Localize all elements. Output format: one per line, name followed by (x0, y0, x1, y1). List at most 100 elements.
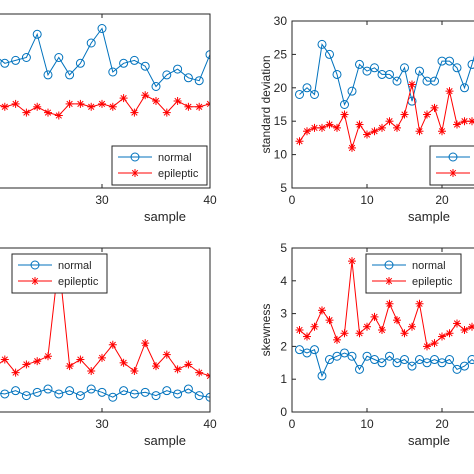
star-stroke-d2 (206, 375, 210, 380)
star-stroke-d2 (55, 112, 62, 119)
star-stroke-d2 (461, 118, 468, 125)
data-point-epileptic (438, 127, 446, 136)
data-point-normal (183, 384, 193, 394)
data-point-normal (370, 355, 379, 365)
data-point-normal (467, 59, 474, 69)
axes-box (0, 13, 211, 189)
star-stroke-d2 (109, 341, 116, 348)
data-point-epileptic (363, 130, 371, 139)
data-point-epileptic (54, 111, 63, 120)
star-stroke-d2 (378, 326, 386, 334)
data-point-normal (0, 58, 10, 68)
star-stroke-d2 (363, 323, 371, 330)
x-tick-label: 10 (360, 193, 374, 207)
legend-label-normal: normal (412, 260, 446, 272)
x-tick-label: 20 (435, 417, 449, 431)
data-point-normal (355, 59, 364, 69)
y-tick-label: 10 (274, 148, 288, 162)
star-stroke-d2 (431, 104, 438, 111)
star-stroke-d2 (44, 109, 52, 116)
star-stroke-d2 (386, 300, 393, 307)
star-stroke-d2 (23, 361, 30, 368)
data-point-epileptic (393, 123, 401, 132)
x-tick-label: 40 (203, 193, 217, 207)
data-point-normal (151, 82, 161, 91)
data-point-normal (385, 69, 394, 79)
star-stroke-d2 (311, 124, 318, 132)
data-point-epileptic (76, 99, 85, 108)
star-stroke-d2 (98, 100, 106, 108)
panel-1: 30 40 sample normal epileptic (0, 13, 217, 224)
star-stroke-d2 (326, 317, 333, 324)
data-point-epileptic (44, 352, 52, 361)
data-point-normal (43, 384, 53, 394)
data-point-epileptic (119, 94, 128, 103)
series-line-normal (0, 27, 210, 88)
data-point-normal (377, 358, 387, 368)
star-stroke-d2 (453, 121, 461, 128)
legend-marker-normal (384, 260, 394, 270)
star-stroke-d2 (356, 121, 363, 128)
star-stroke-d2 (446, 87, 453, 95)
star-stroke-d2 (393, 317, 401, 324)
data-point-epileptic (11, 99, 20, 108)
data-point-normal (205, 392, 210, 402)
legend-label-normal: normal (158, 152, 192, 164)
series-line-normal (299, 349, 474, 378)
star-stroke-d2 (371, 128, 378, 135)
series-line-epileptic (0, 94, 210, 117)
y-tick-label: 1 (280, 372, 287, 386)
data-point-epileptic (445, 87, 454, 96)
data-point-epileptic (385, 299, 394, 308)
data-point-epileptic (184, 102, 193, 111)
data-point-epileptic (119, 358, 128, 367)
data-point-normal (325, 49, 334, 59)
star-stroke-d2 (348, 257, 356, 265)
legend-label-epileptic: epileptic (58, 276, 99, 288)
data-point-epileptic (355, 120, 364, 129)
data-point-normal (302, 348, 312, 358)
data-point-epileptic (318, 306, 326, 315)
data-point-epileptic (195, 102, 204, 111)
star-stroke-d2 (449, 169, 457, 177)
y-axis-label: standard deviation (259, 55, 273, 153)
star-stroke-d2 (174, 97, 181, 105)
data-point-epileptic (0, 102, 9, 111)
data-point-normal (415, 66, 424, 76)
star-stroke-d2 (386, 118, 393, 125)
panel-2: 0 10 20 5 10 15 20 25 30 sample standard deviation… (259, 14, 474, 224)
legend-marker-epileptic (131, 169, 139, 177)
legend-box (11, 253, 108, 294)
data-point-epileptic (44, 108, 52, 117)
data-point-normal (302, 83, 312, 93)
star-stroke-d2 (333, 336, 341, 343)
star-stroke-d2 (438, 333, 446, 340)
data-point-normal (183, 73, 193, 83)
data-point-normal (400, 355, 409, 365)
y-tick-label: 0 (280, 405, 287, 419)
legend-marker-epileptic (449, 169, 457, 177)
data-point-epileptic (108, 102, 117, 111)
x-tick-label: 0 (289, 417, 296, 431)
data-point-normal (97, 387, 107, 397)
data-point-epileptic (33, 102, 42, 111)
data-point-normal (140, 61, 150, 71)
star-stroke-d2 (163, 351, 170, 358)
star-stroke-d2 (88, 367, 95, 375)
data-point-normal (460, 83, 469, 93)
star-stroke-d2 (296, 326, 303, 334)
data-point-normal (347, 86, 357, 96)
data-point-normal (415, 355, 424, 365)
data-point-epileptic (173, 365, 182, 374)
star-stroke-d2 (431, 339, 438, 347)
data-point-epileptic (87, 102, 96, 111)
data-point-epileptic (430, 103, 439, 112)
data-point-epileptic (400, 110, 409, 119)
data-point-epileptic (206, 99, 210, 108)
data-point-epileptic (408, 322, 416, 331)
data-point-normal (437, 358, 447, 368)
star-stroke-d2 (185, 103, 192, 110)
